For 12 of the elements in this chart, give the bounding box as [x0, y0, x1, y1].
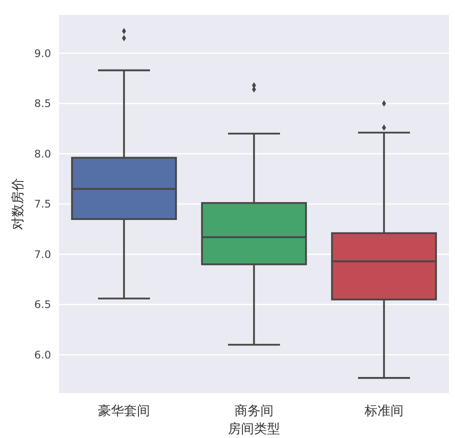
y-tick-label: 6.0 — [34, 349, 51, 362]
y-tick-label: 7.0 — [34, 248, 51, 261]
y-tick-label: 7.5 — [34, 198, 51, 211]
y-tick-label: 8.5 — [34, 98, 51, 110]
y-tick-label: 6.5 — [34, 299, 51, 312]
x-tick-label: 标准间 — [364, 404, 404, 419]
x-tick-label: 商务间 — [234, 404, 274, 419]
y-tick-label: 8.0 — [34, 148, 51, 160]
x-axis-title: 房间类型 — [228, 421, 280, 437]
y-tick-label: 9.0 — [34, 48, 51, 60]
x-tick-label: 豪华套间 — [98, 404, 150, 419]
y-axis-title: 对数房价 — [10, 178, 26, 230]
